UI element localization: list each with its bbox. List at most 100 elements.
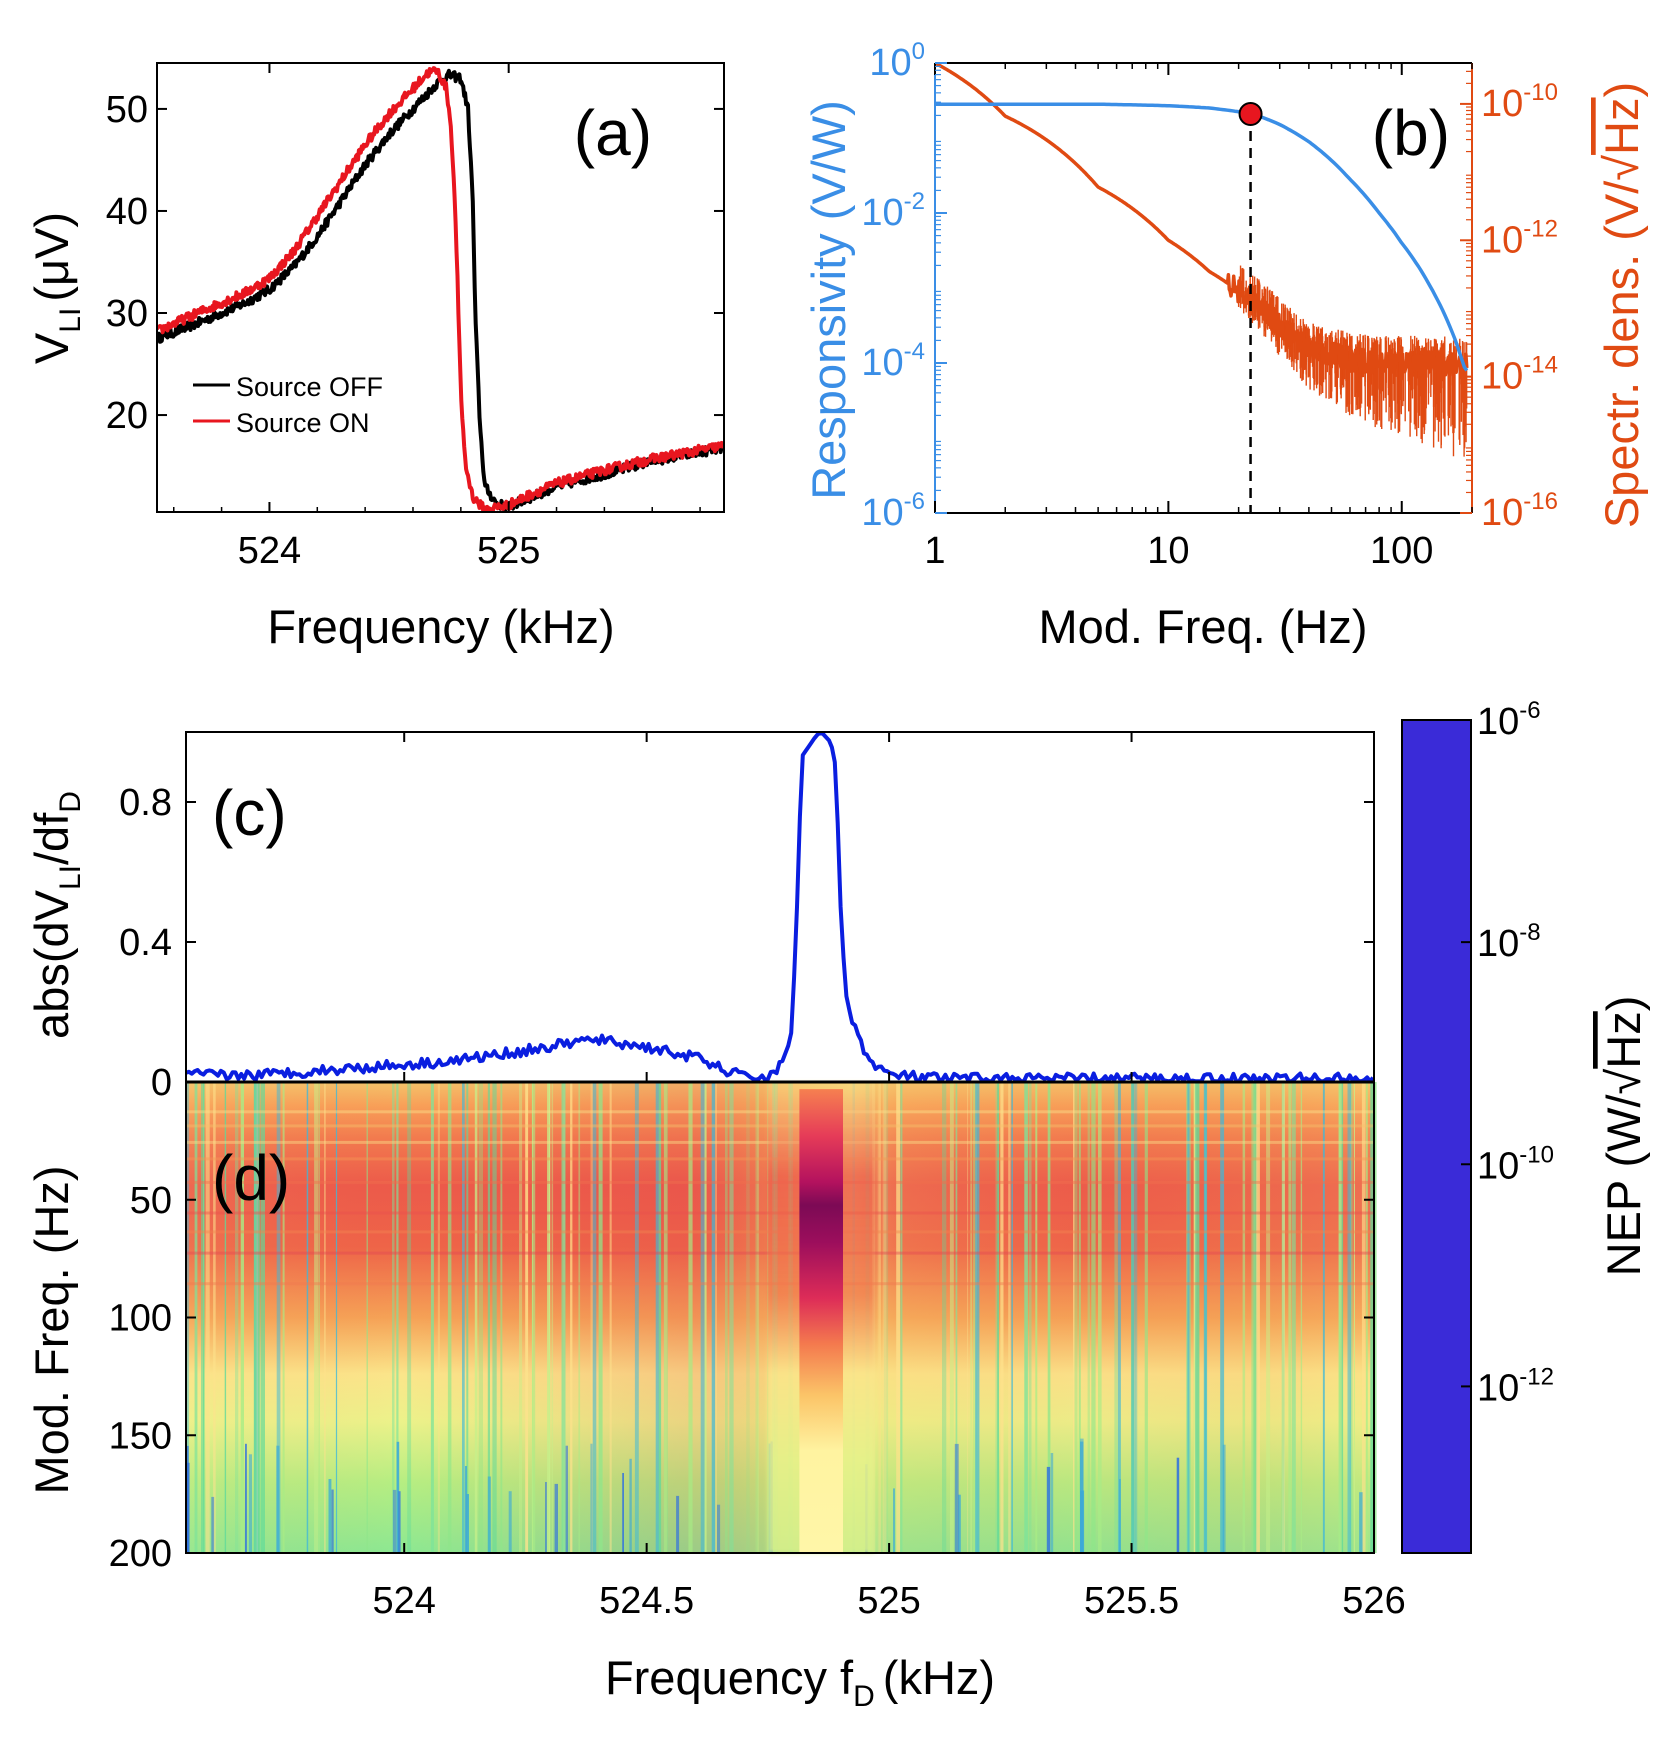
heatmap-blue-streak [893,1488,895,1553]
heatmap-streak [1349,1082,1353,1553]
panel-a-label: (a) [574,97,652,169]
heatmap-streak [1322,1082,1325,1553]
heatmap-streak [1073,1082,1075,1553]
heatmap-streak [666,1082,668,1553]
responsivity-operating-point-marker [1238,102,1263,126]
heatmap-blue-streak [211,1496,215,1553]
panel-d-y-tick-label: 50 [130,1180,172,1222]
panel-d-y-tick-label: 100 [109,1298,172,1340]
heatmap-streak [462,1082,465,1553]
legend-entry-source-off: Source OFF [236,372,383,402]
heatmap-blue-streak [331,1489,334,1553]
heatmap-streak [335,1082,338,1553]
heatmap-blue-streak [1222,1444,1226,1553]
panel-a-y-axis-label: VLI(μV) [25,212,87,364]
heatmap-streak [407,1082,412,1553]
panel-b-right-tick-label: 10-14 [1481,352,1558,398]
panel-c-y-tick-label: 0.8 [119,782,172,824]
panel-b-right-y-axis-label: Spectr. dens. (V/√Hz) [1595,82,1648,528]
heatmap-streak [430,1082,434,1553]
heatmap-streak [995,1082,997,1553]
heatmap-blue-streak [328,1479,332,1553]
heatmap-streak [972,1082,977,1553]
heatmap-streak [1193,1082,1196,1553]
heatmap-streak [213,1082,216,1553]
series-spectral-density-line [935,63,1469,379]
panel-d-y-tick-label: 200 [109,1533,172,1575]
heatmap-streak [532,1082,536,1553]
panel-a-series [157,66,724,512]
heatmap-streak [590,1082,594,1553]
panel-a-y-tick-label: 20 [106,395,148,437]
heatmap-streak [396,1082,399,1553]
heatmap-streak [500,1082,503,1553]
panel-d-x-tick-label: 526 [1342,1580,1405,1622]
panel-a-y-tick-label: 50 [106,89,148,131]
heatmap-streak [201,1082,203,1553]
heatmap-streak [598,1082,603,1553]
heatmap-streak [474,1082,478,1553]
heatmap-streak [704,1082,707,1553]
heatmap-streak [1291,1082,1296,1553]
heatmap-streak [1028,1082,1032,1553]
heatmap-streak [1195,1082,1200,1553]
panel-c-label: (c) [212,777,287,849]
heatmap-streak [1047,1082,1051,1553]
colorbar-tick-label: 10-6 [1477,697,1541,743]
heatmap-blue-streak [676,1495,680,1553]
heatmap-streak [997,1082,999,1553]
colorbar-label: NEP (W/√Hz) [1597,996,1650,1277]
heatmap-streak [1117,1082,1121,1553]
panel-b-left-tick-label: 10-6 [861,488,925,534]
heatmap-streak [883,1082,889,1553]
heatmap-streak [1288,1082,1292,1553]
heatmap-streak [547,1082,550,1553]
colorbar-ticks: 10-12 10-10 10-8 10-6 [1461,697,1554,1409]
heatmap-streak [949,1082,954,1553]
heatmap-streaks [186,1082,1377,1553]
heatmap-blue-streak [1176,1457,1180,1553]
heatmap-blue-streak [565,1445,568,1553]
panel-c-y-tick-label: 0.4 [119,922,172,964]
heatmap-blue-streak [717,1504,721,1553]
panel-d: 524 524.5 525 525.5 526 50 100 150 200 (d) Frequ… [25,697,1650,1713]
heatmap-streak [955,1082,958,1553]
heatmap-streak [1144,1082,1148,1553]
panel-b-x-tick-label: 1 [924,530,945,572]
panel-c-frame [185,731,1375,1083]
heatmap-streak [1000,1082,1004,1553]
heatmap-streak [1035,1082,1038,1553]
panel-a-legend: Source OFF Source ON [193,372,383,438]
heatmap-blue-streak [466,1494,469,1553]
heatmap-streak [578,1082,581,1553]
heatmap-streak [711,1082,716,1553]
heatmap-streak [205,1082,210,1553]
heatmap-blue-streak [622,1473,624,1553]
panel-d-y-tick-label: 150 [109,1415,172,1457]
heatmap-streak [551,1082,554,1553]
panel-a-x-tick-label: 524 [238,530,301,572]
heatmap-streak [1281,1082,1285,1553]
series-responsivity-line [935,102,1469,372]
panel-b-x-tick-label: 10 [1147,530,1189,572]
heatmap-streak [1203,1082,1208,1553]
heatmap-streak [900,1082,903,1553]
panel-d-x-axis-label: Frequency fD (kHz) [605,1651,995,1713]
panel-b-right-tick-label: 10-12 [1481,215,1558,261]
heatmap-streak [224,1082,227,1553]
heatmap-blue-streak [1119,1479,1121,1553]
heatmap-streak [688,1082,693,1553]
heatmap [186,1082,1377,1553]
heatmap-streak [276,1082,281,1553]
panel-c-y-tick-label: 0 [151,1062,172,1104]
panel-d-label: (d) [212,1142,290,1214]
heatmap-streak [970,1082,973,1553]
heatmap-streak [1220,1082,1225,1553]
heatmap-streak [1282,1082,1285,1553]
panel-b-left-tick-label: 100 [869,38,925,84]
heatmap-blue-streak [392,1489,397,1553]
heatmap-streak [258,1082,260,1553]
heatmap-blue-streak [1046,1466,1051,1553]
heatmap-blue-streak [245,1443,247,1553]
